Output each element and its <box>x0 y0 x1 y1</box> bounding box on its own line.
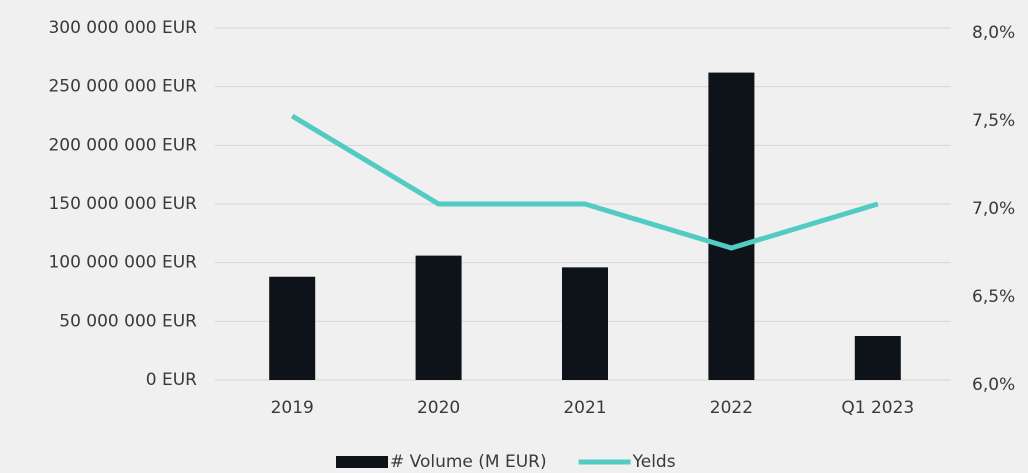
bar <box>562 267 608 380</box>
y2-tick-label: 7,0% <box>972 199 1015 219</box>
x-tick-label: 2022 <box>710 398 753 418</box>
y-tick-label: 100 000 000 EUR <box>48 253 197 273</box>
legend-swatch <box>336 456 388 468</box>
y2-tick-label: 7,5% <box>972 111 1015 131</box>
y-tick-label: 200 000 000 EUR <box>48 135 197 155</box>
bar <box>854 336 901 380</box>
x-tick-label: 2019 <box>271 398 314 418</box>
y2-tick-label: 8,0% <box>972 23 1015 43</box>
x-tick-label: Q1 2023 <box>841 398 914 418</box>
bar <box>415 255 462 380</box>
y2-tick-label: 6,5% <box>972 287 1015 307</box>
y-tick-label: 0 EUR <box>146 370 197 390</box>
x-tick-label: 2021 <box>563 398 606 418</box>
y-tick-label: 300 000 000 EUR <box>48 18 197 38</box>
y-tick-label: 50 000 000 EUR <box>59 311 197 331</box>
y2-tick-label: 6,0% <box>972 375 1015 395</box>
x-tick-label: 2020 <box>417 398 460 418</box>
y-tick-label: 150 000 000 EUR <box>48 194 197 214</box>
y-tick-label: 250 000 000 EUR <box>48 77 197 97</box>
legend-label: # Volume (M EUR) <box>390 452 547 472</box>
bar <box>708 72 755 380</box>
line <box>290 113 879 251</box>
legend-label: Yelds <box>632 452 676 472</box>
bar <box>269 276 316 380</box>
